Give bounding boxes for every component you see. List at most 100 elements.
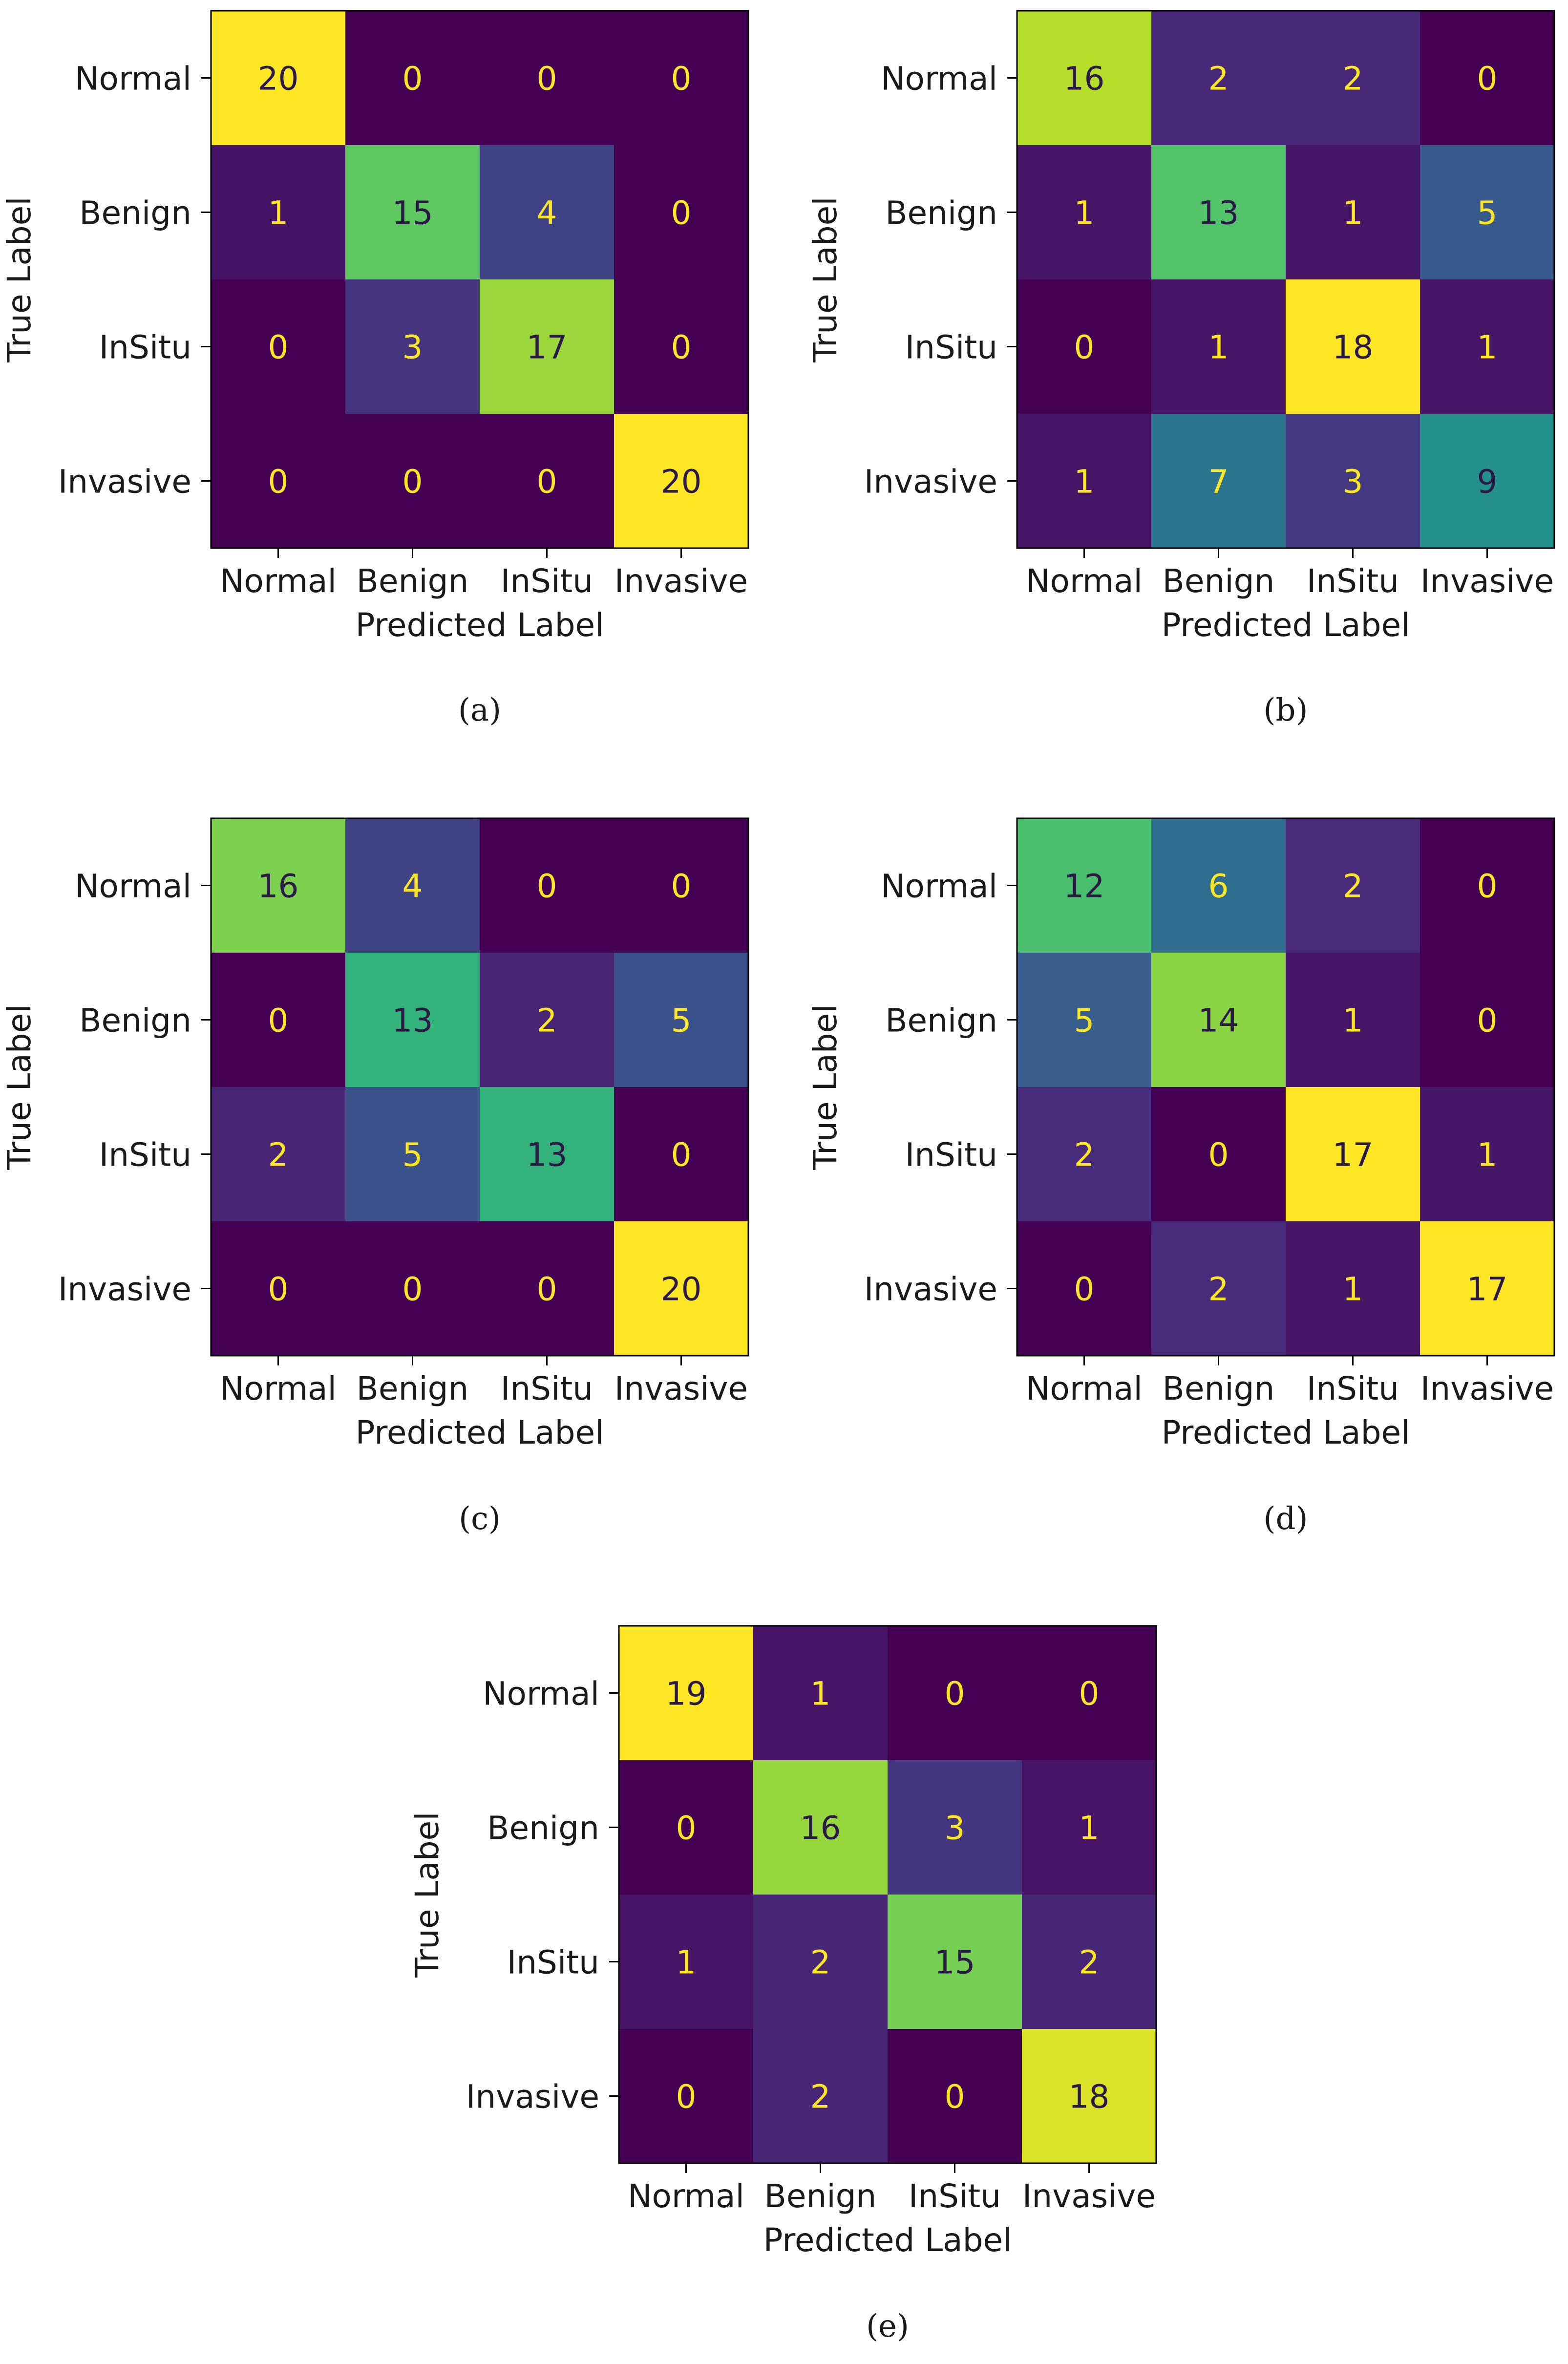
matrix-cell [1420, 1221, 1555, 1356]
matrix-cell [480, 145, 614, 280]
matrix-cell [480, 818, 614, 953]
cell-value-label: 2 [1074, 1136, 1095, 1174]
cell-value-label: 0 [537, 868, 557, 905]
matrix-cell [211, 145, 346, 280]
x-tick-label: Normal [1026, 1370, 1143, 1407]
cell-value-label: 0 [1208, 1136, 1229, 1174]
cell-value-label: 7 [1208, 463, 1229, 501]
matrix-cell [211, 414, 346, 549]
matrix-cell [345, 1221, 480, 1356]
matrix-cell [753, 1626, 888, 1761]
matrix-cell [1017, 1221, 1152, 1356]
matrix-cell [614, 1221, 749, 1356]
cell-value-label: 4 [537, 194, 557, 232]
cell-value-label: 19 [666, 1675, 707, 1713]
cell-value-label: 2 [1208, 1271, 1229, 1308]
cell-value-label: 9 [1477, 463, 1498, 501]
y-tick-label: Benign [79, 194, 191, 232]
matrix-cell [480, 279, 614, 414]
confusion-matrix-d: 12 6 2 0 5 14 1 0 2 0 17 1 0 2 1 17 Normal Benign InSitu In… [806, 817, 1555, 1537]
cell-value-label: 3 [945, 1810, 965, 1847]
matrix-cell [1286, 1087, 1420, 1222]
matrix-cell [211, 279, 346, 414]
matrix-cell [614, 818, 749, 953]
cell-value-label: 12 [1064, 868, 1105, 905]
matrix-cell [1420, 1087, 1555, 1222]
cell-value-label: 0 [1477, 60, 1498, 98]
x-tick-label: Benign [764, 2177, 877, 2215]
matrix-cell [1017, 953, 1152, 1087]
matrix-cell [1017, 145, 1152, 280]
y-tick-label: Invasive [466, 2078, 599, 2116]
cell-value-label: 0 [671, 329, 692, 366]
cell-value-label: 2 [268, 1136, 289, 1174]
matrix-cell [614, 279, 749, 414]
cell-value-label: 0 [268, 329, 289, 366]
matrix-cell [614, 11, 749, 146]
matrix-cell [1420, 818, 1555, 953]
matrix-cell [211, 1221, 346, 1356]
cell-value-label: 5 [671, 1002, 692, 1040]
cell-value-label: 20 [258, 60, 299, 98]
matrix-cell [619, 1760, 754, 1895]
cell-value-label: 0 [403, 1271, 423, 1308]
matrix-cell [1022, 1626, 1157, 1761]
cell-value-label: 20 [661, 1271, 702, 1308]
cell-value-label: 0 [537, 60, 557, 98]
cell-value-label: 0 [1477, 868, 1498, 905]
matrix-cell [753, 1760, 888, 1895]
plot-frame [1016, 817, 1555, 1357]
matrix-cell [888, 2029, 1022, 2164]
x-tick-label: Normal [1026, 562, 1143, 600]
cell-value-label: 0 [537, 463, 557, 501]
y-axis-label: True Label [0, 196, 38, 362]
x-tick-label: Normal [628, 2177, 744, 2215]
cell-value-label: 0 [1079, 1675, 1100, 1713]
matrix-cell [1022, 2029, 1157, 2164]
cell-value-label: 0 [268, 1271, 289, 1308]
cell-value-label: 2 [1079, 1944, 1100, 1981]
cell-value-label: 1 [1477, 1136, 1498, 1174]
x-axis-label: Predicted Label [356, 1414, 604, 1451]
matrix-cell [211, 953, 346, 1087]
x-tick-label: Benign [357, 562, 469, 600]
x-tick-label: Invasive [1420, 562, 1554, 600]
plot-frame [210, 817, 749, 1357]
cell-value-label: 1 [1343, 1002, 1363, 1040]
x-tick-label: Benign [1163, 562, 1275, 600]
x-tick-label: Benign [357, 1370, 469, 1407]
cell-value-label: 3 [403, 329, 423, 366]
cell-value-label: 1 [1079, 1810, 1100, 1847]
matrix-cell [1286, 279, 1420, 414]
x-axis-label: Predicted Label [1162, 606, 1410, 644]
cell-value-label: 18 [1333, 329, 1374, 366]
x-tick-label: InSitu [501, 562, 593, 600]
y-tick-label: Normal [881, 868, 997, 905]
cell-value-label: 2 [537, 1002, 557, 1040]
matrix-cell [345, 279, 480, 414]
subfigure-caption: (d) [1264, 1501, 1308, 1537]
cell-value-label: 18 [1069, 2078, 1110, 2116]
cell-value-label: 5 [1477, 194, 1498, 232]
cell-value-label: 0 [268, 1002, 289, 1040]
y-tick-label: Normal [483, 1675, 599, 1713]
cell-value-label: 2 [810, 2078, 831, 2116]
cell-value-label: 16 [258, 868, 299, 905]
matrix-cell [1151, 953, 1286, 1087]
y-tick-label: Invasive [864, 463, 997, 501]
cell-value-label: 6 [1208, 868, 1229, 905]
matrix-cell [1286, 818, 1420, 953]
matrix-cell [345, 1087, 480, 1222]
matrix-cell [1420, 414, 1555, 549]
matrix-cell [619, 2029, 754, 2164]
matrix-cell [753, 2029, 888, 2164]
y-tick-label: InSitu [905, 1136, 997, 1174]
y-tick-label: Invasive [58, 1271, 191, 1308]
y-tick-label: Invasive [58, 463, 191, 501]
cell-value-label: 1 [1074, 463, 1095, 501]
cell-value-label: 14 [1198, 1002, 1239, 1040]
cell-value-label: 0 [1074, 329, 1095, 366]
cell-value-label: 5 [1074, 1002, 1095, 1040]
matrix-cell [614, 1087, 749, 1222]
y-axis-label: True Label [806, 196, 844, 362]
